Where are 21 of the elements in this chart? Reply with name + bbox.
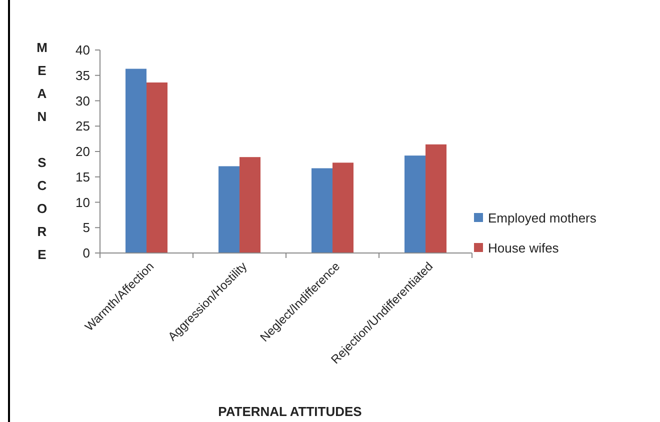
text: MEAN SCORE: [36, 40, 48, 262]
y-tick-label: 0: [82, 246, 90, 261]
y-tick-label: 20: [76, 144, 90, 160]
legend-label: Employed mothers: [488, 210, 597, 226]
y-tick-label: 5: [82, 220, 90, 236]
bar: [146, 82, 168, 253]
bar: [126, 68, 146, 253]
y-tick-label: 10: [76, 194, 90, 210]
y-tick-label: 25: [76, 118, 90, 134]
bar: [218, 166, 240, 253]
legend-label: House wifes: [488, 240, 560, 256]
y-tick-label: 15: [76, 169, 90, 184]
bar: [332, 162, 354, 253]
y-tick-label: 35: [76, 68, 90, 83]
bar: [240, 157, 260, 253]
bar: [426, 144, 446, 253]
bar: [312, 168, 332, 253]
y-tick-label: 40: [76, 42, 90, 58]
y-tick-label: 30: [76, 93, 90, 108]
bar: [404, 156, 426, 253]
x-axis-title: PATERNAL ATTITUDES: [218, 404, 362, 419]
